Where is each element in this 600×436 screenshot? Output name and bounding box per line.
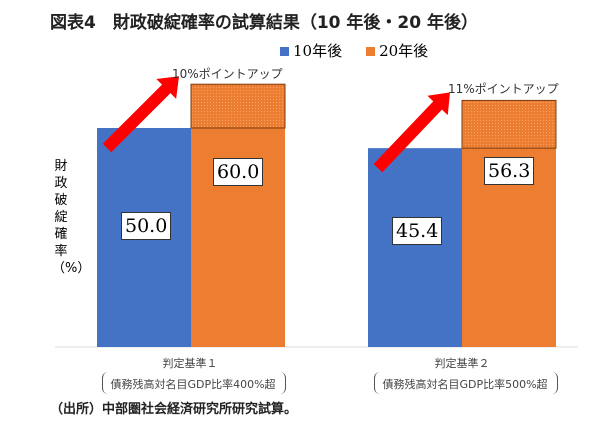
category-note-bracket [102,372,286,394]
legend-item-10: 10年後 [280,40,342,61]
data-label: 60.0 [213,158,264,186]
legend-label: 10年後 [293,42,343,60]
data-label: 50.0 [121,212,172,240]
increase-arrow-icon [373,92,451,173]
annotation-increase-2: 11%ポイントアップ [448,82,559,96]
category-label: 判定基準２ [434,357,490,370]
legend-label: 20年後 [379,42,429,60]
legend-swatch-blue [280,47,289,56]
category-note: 債務残高対名目GDP比率400%超 [110,378,276,391]
data-label: 56.3 [484,157,535,185]
source-note: （出所）中部圏社会経済研究所研究試算。 [50,402,298,417]
legend-item-20: 20年後 [366,40,428,61]
chart-title: 図表4 財政破綻確率の試算結果（10 年後・20 年後） [50,13,478,33]
bar-20yr-increase [461,99,557,149]
annotation-increase-1: 10%ポイントアップ [172,67,283,81]
category-note: 債務残高対名目GDP比率500%超 [382,378,548,391]
legend: 10年後 20年後 [280,40,428,61]
data-label: 45.4 [392,217,443,245]
increase-arrow-icon [102,76,180,153]
legend-swatch-orange [366,47,376,56]
bar-20yr-increase [190,83,286,129]
bar-10yr [368,148,462,347]
category-label: 判定基準１ [162,357,218,370]
category-note-bracket [374,372,558,394]
